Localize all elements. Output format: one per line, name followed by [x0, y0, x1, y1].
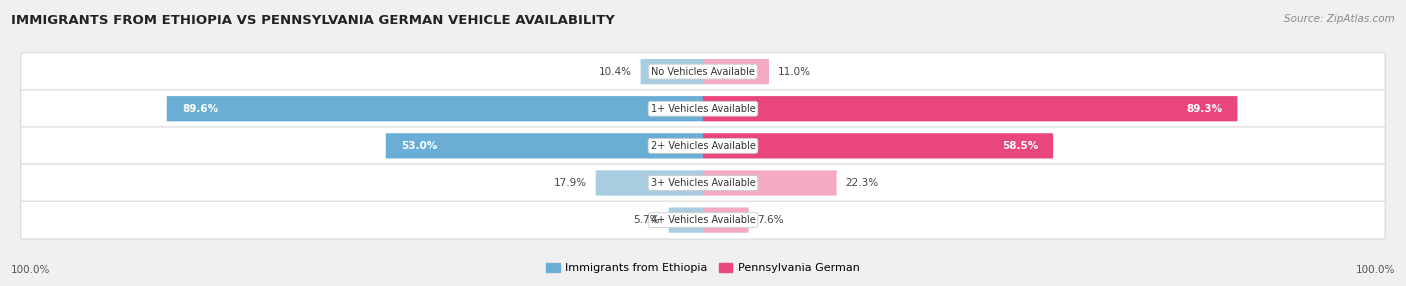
Text: 1+ Vehicles Available: 1+ Vehicles Available [651, 104, 755, 114]
FancyBboxPatch shape [641, 59, 703, 84]
Text: 53.0%: 53.0% [401, 141, 437, 151]
FancyBboxPatch shape [703, 133, 1053, 158]
Text: 17.9%: 17.9% [554, 178, 586, 188]
Text: 22.3%: 22.3% [845, 178, 879, 188]
FancyBboxPatch shape [703, 170, 837, 196]
Text: 5.7%: 5.7% [634, 215, 659, 225]
FancyBboxPatch shape [21, 201, 1385, 239]
Legend: Immigrants from Ethiopia, Pennsylvania German: Immigrants from Ethiopia, Pennsylvania G… [541, 258, 865, 278]
FancyBboxPatch shape [21, 90, 1385, 128]
Text: 3+ Vehicles Available: 3+ Vehicles Available [651, 178, 755, 188]
Text: 2+ Vehicles Available: 2+ Vehicles Available [651, 141, 755, 151]
Text: 11.0%: 11.0% [778, 67, 811, 77]
Text: 4+ Vehicles Available: 4+ Vehicles Available [651, 215, 755, 225]
FancyBboxPatch shape [669, 208, 703, 233]
Text: IMMIGRANTS FROM ETHIOPIA VS PENNSYLVANIA GERMAN VEHICLE AVAILABILITY: IMMIGRANTS FROM ETHIOPIA VS PENNSYLVANIA… [11, 14, 614, 27]
FancyBboxPatch shape [21, 53, 1385, 91]
FancyBboxPatch shape [21, 127, 1385, 165]
Text: 58.5%: 58.5% [1002, 141, 1038, 151]
Text: No Vehicles Available: No Vehicles Available [651, 67, 755, 77]
FancyBboxPatch shape [703, 96, 1237, 121]
FancyBboxPatch shape [703, 59, 769, 84]
FancyBboxPatch shape [596, 170, 703, 196]
Text: Source: ZipAtlas.com: Source: ZipAtlas.com [1284, 14, 1395, 24]
FancyBboxPatch shape [167, 96, 703, 121]
Text: 100.0%: 100.0% [11, 265, 51, 275]
Text: 7.6%: 7.6% [758, 215, 785, 225]
FancyBboxPatch shape [21, 164, 1385, 202]
Text: 10.4%: 10.4% [599, 67, 631, 77]
Text: 89.6%: 89.6% [181, 104, 218, 114]
Text: 100.0%: 100.0% [1355, 265, 1395, 275]
FancyBboxPatch shape [703, 208, 748, 233]
FancyBboxPatch shape [385, 133, 703, 158]
Text: 89.3%: 89.3% [1187, 104, 1222, 114]
